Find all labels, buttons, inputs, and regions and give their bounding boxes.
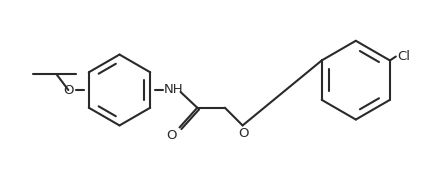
Text: O: O bbox=[166, 129, 177, 142]
Text: NH: NH bbox=[164, 82, 184, 96]
Text: O: O bbox=[64, 84, 74, 96]
Text: O: O bbox=[238, 127, 249, 140]
Text: Cl: Cl bbox=[397, 50, 410, 63]
